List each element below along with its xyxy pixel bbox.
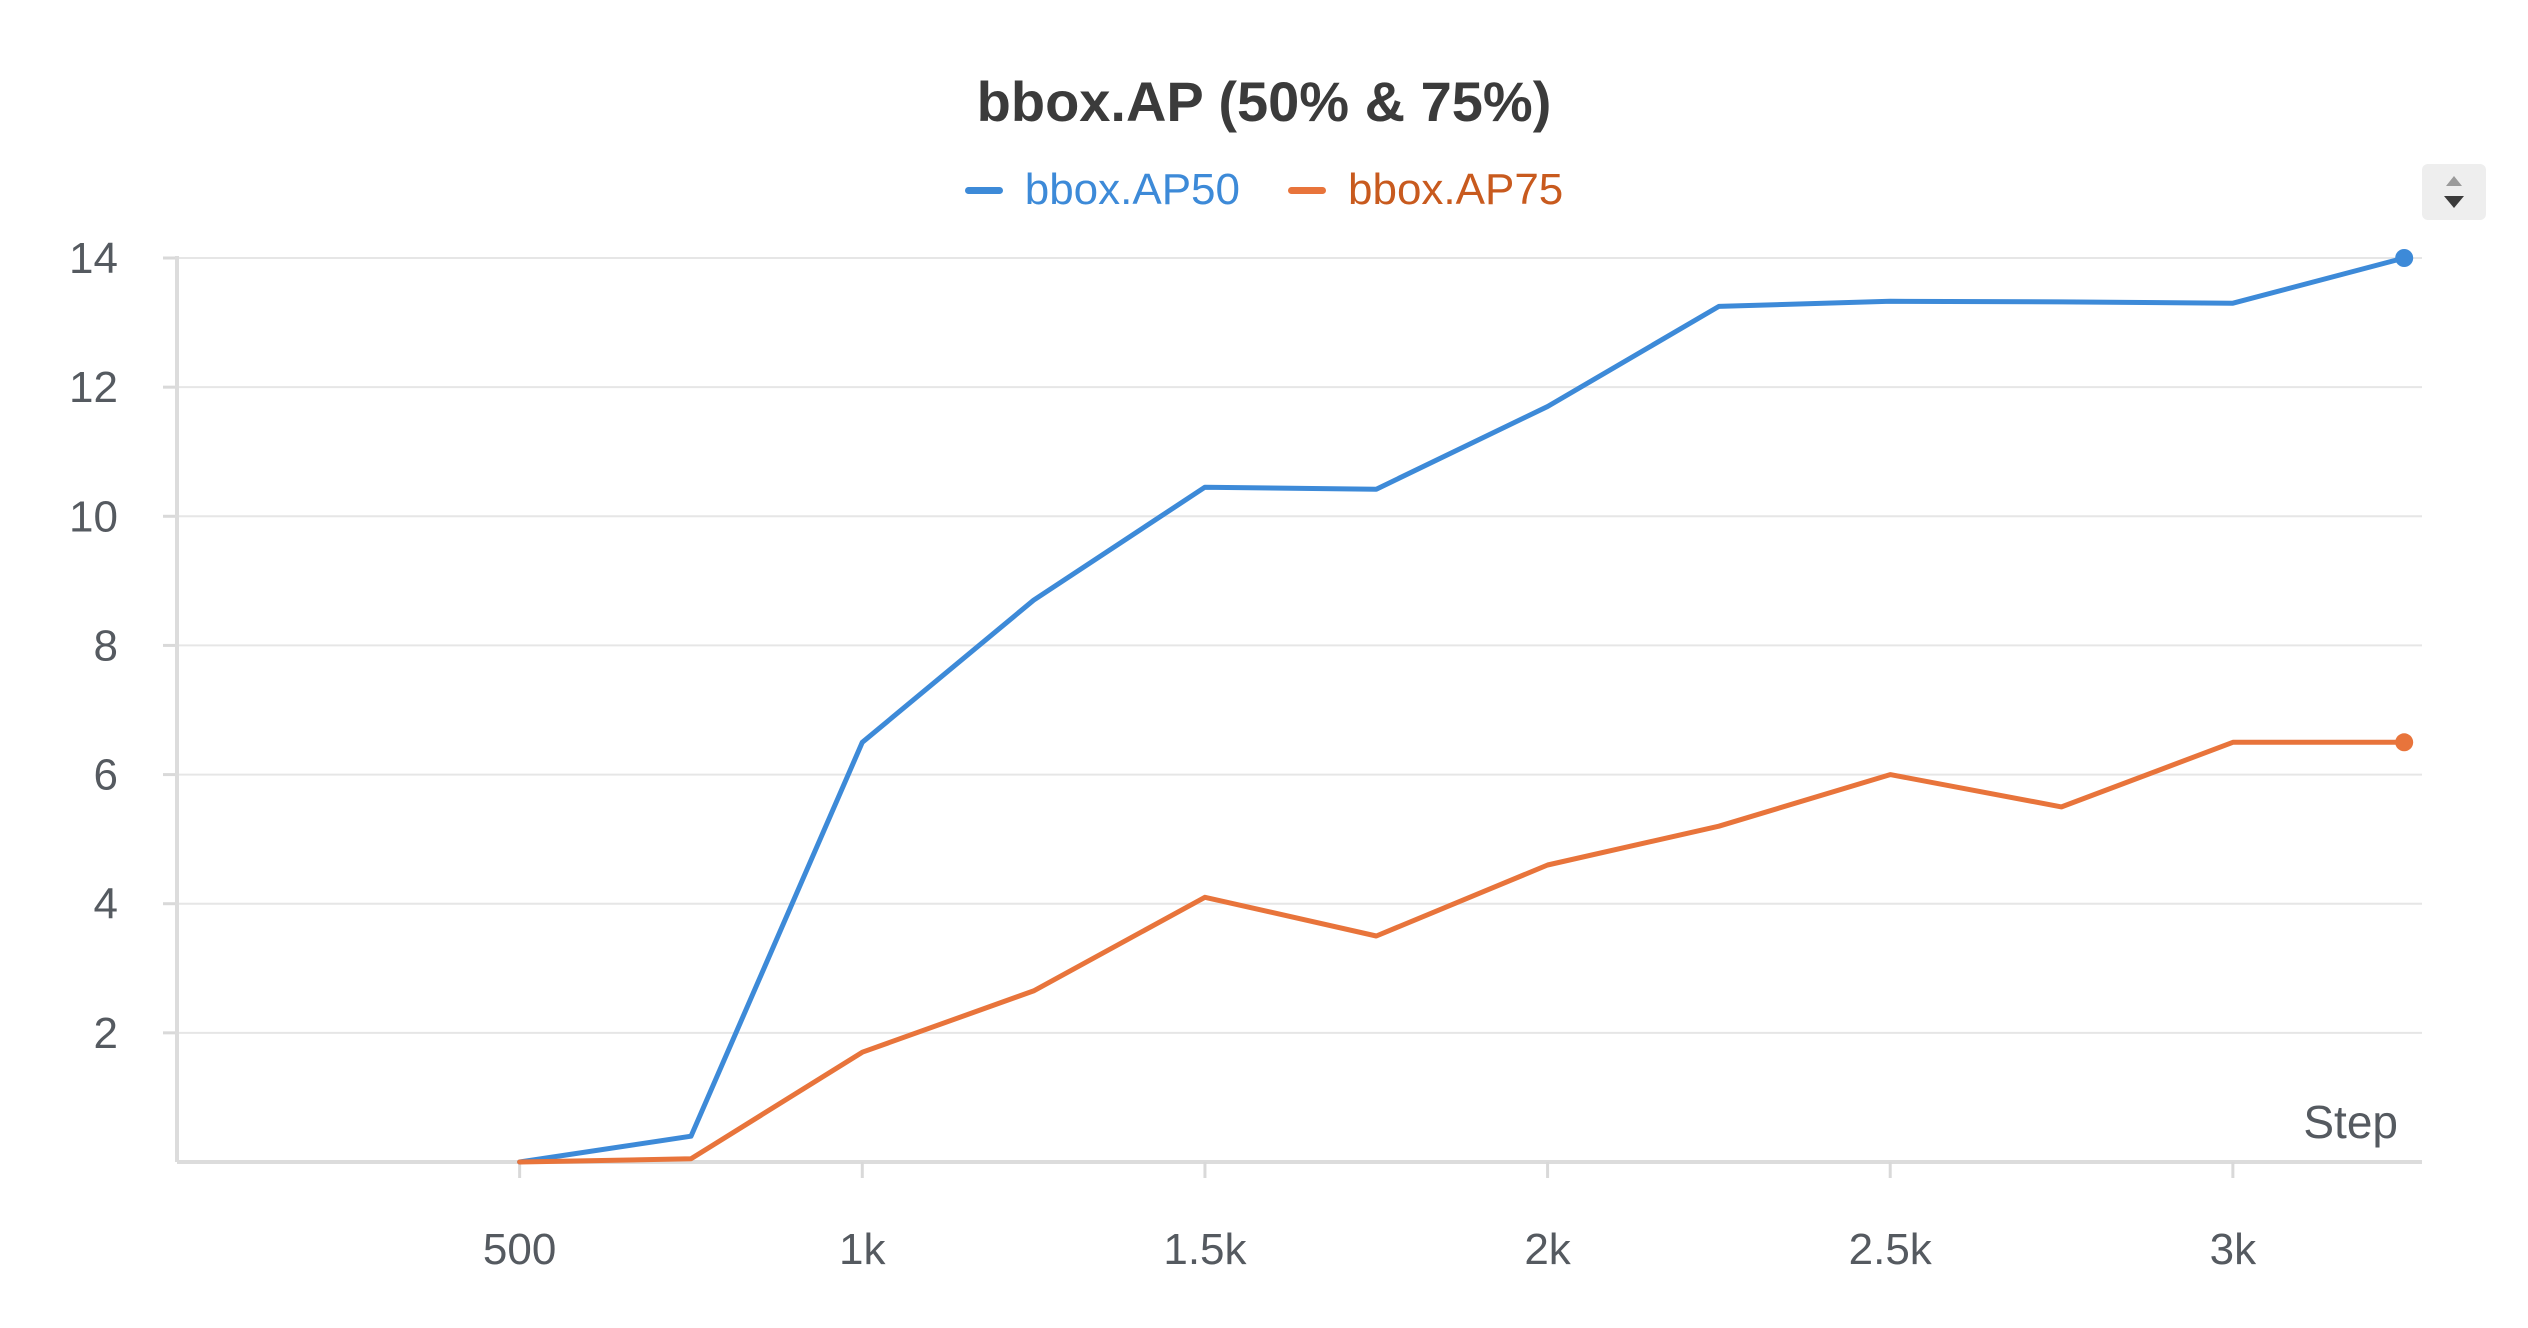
x-tick-label: 2k bbox=[1524, 1225, 1571, 1274]
y-tick-label: 10 bbox=[69, 492, 118, 541]
legend-swatch-ap50 bbox=[964, 186, 1003, 194]
x-tick-label: 1k bbox=[839, 1225, 886, 1274]
series-end-point-ap75 bbox=[2395, 733, 2414, 752]
legend-item-ap50[interactable]: bbox.AP50 bbox=[964, 165, 1240, 214]
legend-label-ap50: bbox.AP50 bbox=[1024, 165, 1240, 214]
y-tick-label: 12 bbox=[69, 363, 118, 412]
sort-up-down-icon bbox=[2444, 176, 2464, 208]
series-line-ap75 bbox=[517, 739, 2407, 1165]
y-tick-label: 6 bbox=[94, 751, 118, 800]
x-tick-label: 3k bbox=[2210, 1225, 2257, 1274]
series-end-point-ap50 bbox=[2395, 249, 2414, 267]
chart-legend: bbox.AP50 bbox.AP75 bbox=[0, 168, 2528, 212]
x-tick-label: 2.5k bbox=[1849, 1225, 1933, 1274]
x-tick-label: 500 bbox=[483, 1225, 556, 1274]
legend-swatch-ap75 bbox=[1288, 186, 1326, 194]
x-tick-label: 1.5k bbox=[1163, 1225, 1247, 1274]
series-line-ap50 bbox=[517, 255, 2407, 1165]
x-axis-title: Step bbox=[2303, 1096, 2398, 1148]
y-tick-label: 4 bbox=[94, 880, 118, 929]
y-tick-label: 8 bbox=[94, 621, 118, 670]
legend-label-ap75: bbox.AP75 bbox=[1348, 165, 1564, 214]
y-tick-label: 2 bbox=[94, 1009, 118, 1058]
legend-sort-button[interactable] bbox=[2422, 164, 2486, 220]
legend-item-ap75[interactable]: bbox.AP75 bbox=[1288, 168, 1563, 212]
chart-title: bbox.AP (50% & 75%) bbox=[976, 70, 1552, 133]
y-tick-label: 14 bbox=[69, 234, 118, 283]
